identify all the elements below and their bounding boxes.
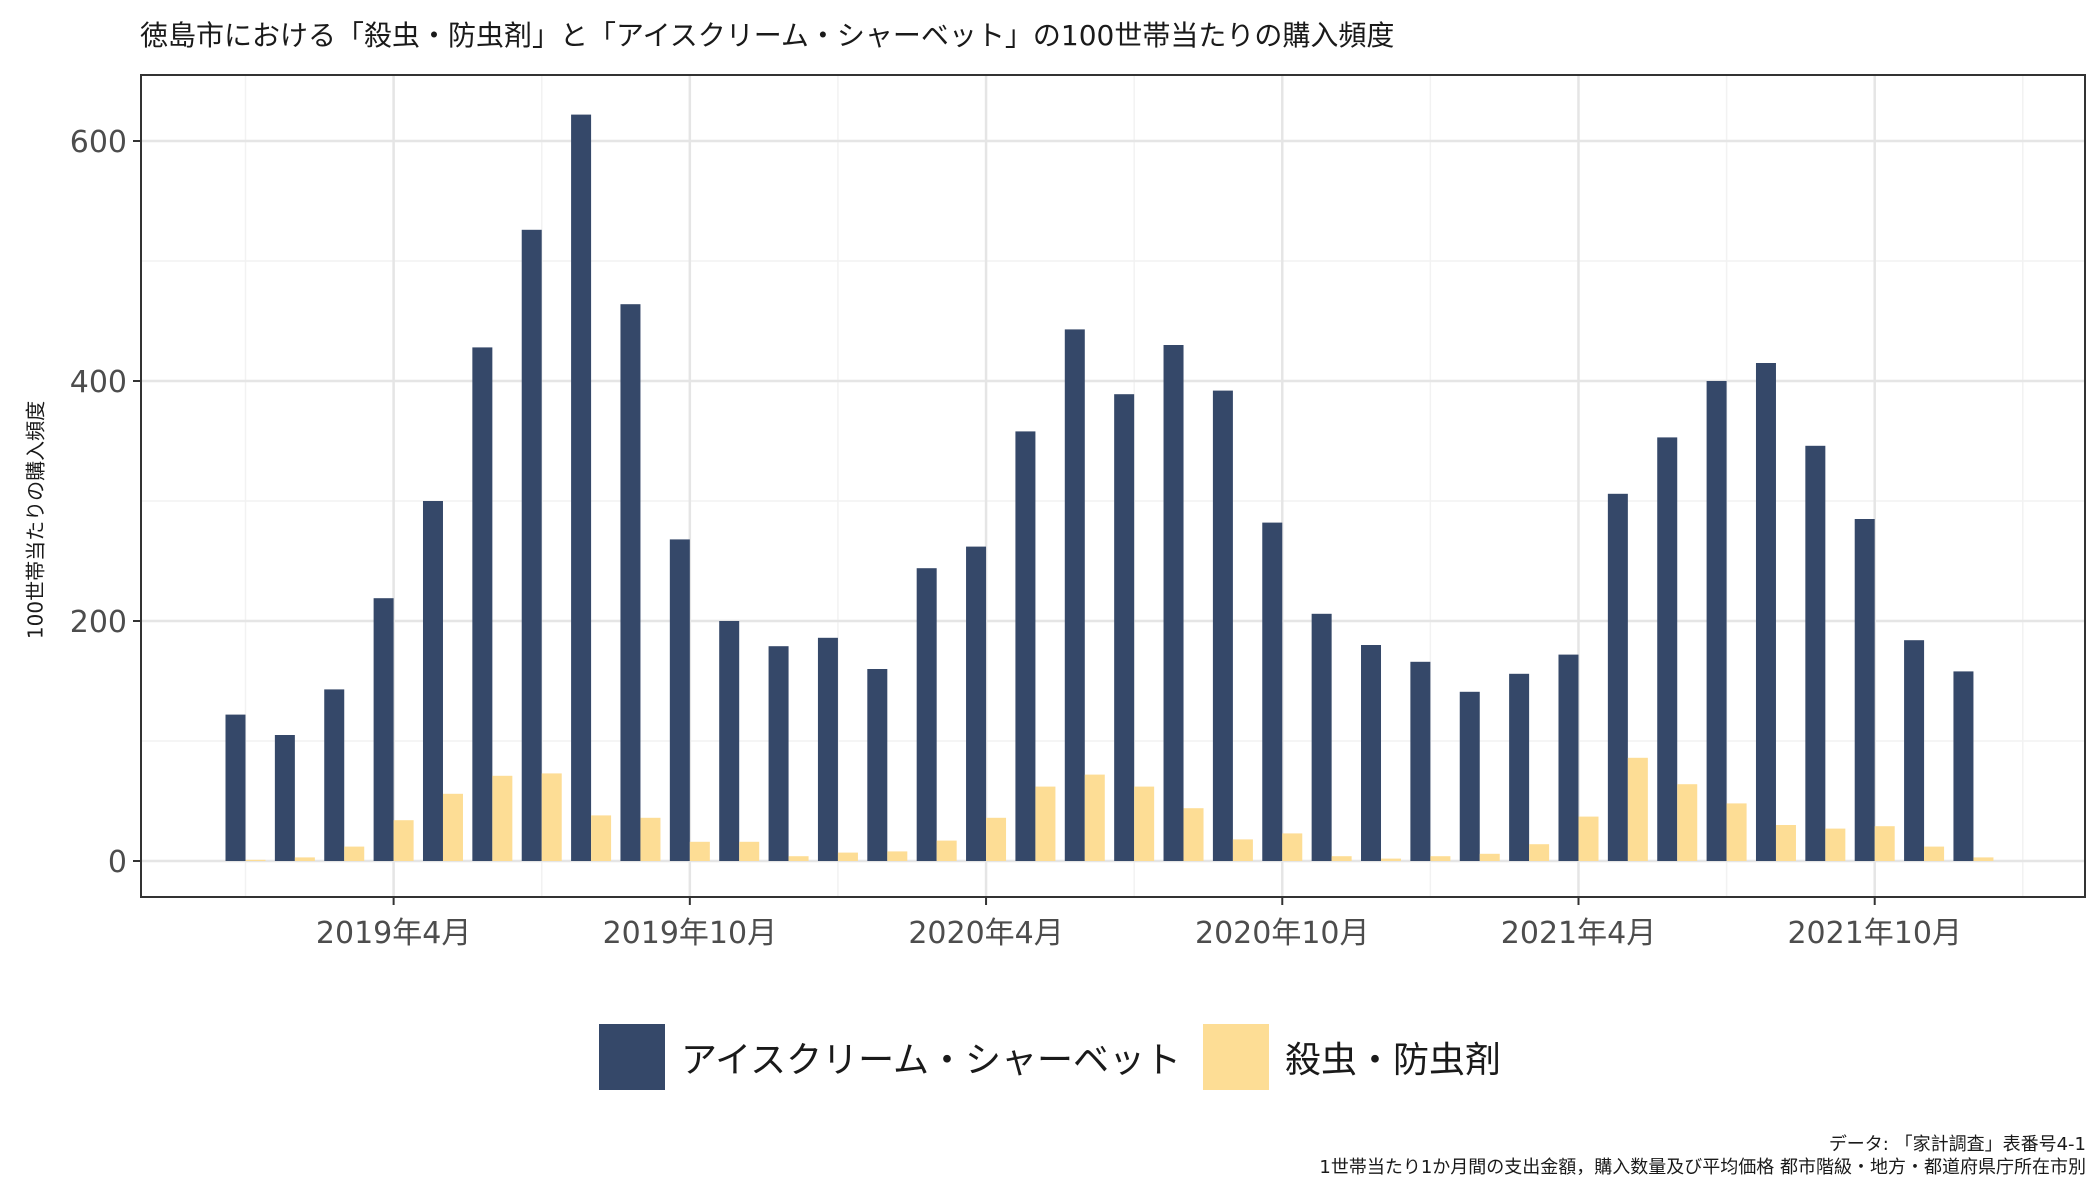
bar-insecticide xyxy=(541,773,562,861)
bar-insecticide xyxy=(1381,858,1402,861)
bar-ice-cream xyxy=(719,621,740,861)
bar-insecticide xyxy=(1677,784,1698,861)
source-caption: データ: 「家計調査」表番号4-1 1世帯当たり1か月間の支出金額，購入数量及び… xyxy=(1319,1133,2086,1179)
x-tick-label: 2021年4月 xyxy=(1501,916,1656,951)
bar-ice-cream xyxy=(225,714,246,861)
bar-insecticide xyxy=(640,817,661,861)
source-line-1: データ: 「家計調査」表番号4-1 xyxy=(1828,1134,2086,1155)
bar-ice-cream xyxy=(324,689,345,861)
bar-ice-cream xyxy=(1064,329,1085,861)
bar-insecticide xyxy=(1035,786,1056,861)
bar-chart: 0 200 400 600 2019年4月 2019年10月 2020年4月 2020年10月… xyxy=(70,74,2086,951)
bar-ice-cream xyxy=(1755,363,1776,861)
bar-ice-cream xyxy=(966,546,987,861)
x-tick-label: 2019年4月 xyxy=(316,916,471,951)
bar-ice-cream xyxy=(1361,645,1382,861)
bar-ice-cream xyxy=(620,304,641,861)
y-tick-label: 0 xyxy=(108,845,127,880)
bar-ice-cream xyxy=(1854,519,1875,861)
bar-ice-cream xyxy=(817,637,838,861)
bar-ice-cream xyxy=(1904,640,1925,861)
bar-ice-cream xyxy=(571,114,592,862)
bar-insecticide xyxy=(1627,757,1648,861)
bar-insecticide xyxy=(591,815,612,861)
bar-insecticide xyxy=(837,852,858,861)
bar-insecticide xyxy=(1874,826,1895,861)
bar-insecticide xyxy=(492,775,513,861)
bar-insecticide xyxy=(344,846,365,861)
bar-insecticide xyxy=(245,859,266,861)
bar-insecticide xyxy=(1282,833,1303,861)
x-tick-label: 2020年10月 xyxy=(1195,916,1370,951)
bar-ice-cream xyxy=(373,598,394,861)
legend-label-insecticide: 殺虫・防虫剤 xyxy=(1285,1040,1502,1081)
bar-insecticide xyxy=(1924,846,1945,861)
bar-ice-cream xyxy=(1114,394,1135,861)
bar-ice-cream xyxy=(1212,390,1233,861)
bar-ice-cream xyxy=(1311,613,1332,861)
bar-insecticide xyxy=(788,856,809,861)
legend-swatch-ice-cream xyxy=(598,1024,665,1090)
plot-panel-border xyxy=(140,74,2086,898)
bar-ice-cream xyxy=(1657,437,1678,861)
bar-insecticide xyxy=(936,840,957,861)
bar-ice-cream xyxy=(472,347,493,861)
bar-insecticide xyxy=(442,793,463,861)
legend-item-insecticide: 殺虫・防虫剤 xyxy=(1203,1024,1501,1090)
bar-ice-cream xyxy=(274,735,295,861)
bar-ice-cream xyxy=(422,501,443,861)
bar-insecticide xyxy=(689,841,710,861)
bar-insecticide xyxy=(1578,816,1599,861)
x-tick-label: 2021年10月 xyxy=(1787,916,1962,951)
bar-ice-cream xyxy=(1953,671,1974,861)
y-tick-label: 400 xyxy=(70,365,127,400)
bar-insecticide xyxy=(1529,844,1550,861)
bar-ice-cream xyxy=(1015,431,1036,861)
bar-ice-cream xyxy=(1607,493,1628,861)
bar-insecticide xyxy=(1726,803,1747,861)
bar-ice-cream xyxy=(1163,345,1184,861)
bar-ice-cream xyxy=(916,568,937,861)
bar-ice-cream xyxy=(1410,661,1431,861)
x-tick-label: 2019年10月 xyxy=(603,916,778,951)
bar-insecticide xyxy=(1775,825,1796,861)
y-tick-label: 200 xyxy=(70,605,127,640)
x-tick-label: 2020年4月 xyxy=(908,916,1063,951)
bar-ice-cream xyxy=(1558,654,1579,861)
bar-insecticide xyxy=(887,851,908,861)
legend-label-ice-cream: アイスクリーム・シャーベット xyxy=(680,1040,1182,1081)
bar-insecticide xyxy=(1183,808,1204,861)
bar-insecticide xyxy=(1084,774,1105,861)
bar-ice-cream xyxy=(521,229,542,862)
y-tick-label: 600 xyxy=(70,125,127,160)
bar-ice-cream xyxy=(768,646,789,861)
legend-swatch-insecticide xyxy=(1203,1024,1270,1090)
bar-ice-cream xyxy=(1459,691,1480,861)
bar-insecticide xyxy=(986,817,1007,861)
bar-insecticide xyxy=(1825,828,1846,861)
bar-insecticide xyxy=(1479,853,1500,861)
bar-ice-cream xyxy=(1805,445,1826,861)
bar-insecticide xyxy=(1331,856,1352,861)
legend: アイスクリーム・シャーベット 殺虫・防虫剤 xyxy=(0,1022,2100,1092)
bar-ice-cream xyxy=(669,539,690,861)
bar-ice-cream xyxy=(867,669,888,861)
bar-insecticide xyxy=(1232,839,1253,861)
bar-ice-cream xyxy=(1262,522,1283,861)
bar-insecticide xyxy=(739,841,760,861)
bar-ice-cream xyxy=(1706,381,1727,861)
source-line-2: 1世帯当たり1か月間の支出金額，購入数量及び平均価格 都市階級・地方・都道府県庁… xyxy=(1319,1157,2086,1178)
bar-insecticide xyxy=(393,820,414,861)
legend-item-ice-cream: アイスクリーム・シャーベット xyxy=(598,1024,1182,1090)
bar-insecticide xyxy=(1134,786,1155,861)
bar-insecticide xyxy=(1973,857,1994,861)
bar-ice-cream xyxy=(1509,673,1530,861)
bar-insecticide xyxy=(294,857,315,861)
bar-insecticide xyxy=(1430,856,1451,861)
chart-title: 徳島市における「殺虫・防虫剤」と「アイスクリーム・シャーベット」の100世帯当た… xyxy=(140,19,1395,52)
